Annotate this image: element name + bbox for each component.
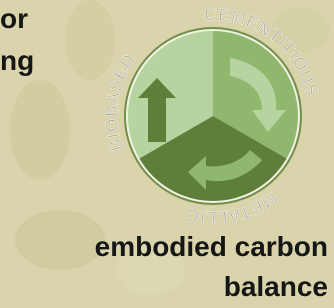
top-text: ng (0, 45, 34, 76)
caption: balance (224, 271, 328, 302)
page: {"top_text": ["or", "ng"], "ring_labels"… (0, 0, 334, 308)
caption: embodied carbon (95, 231, 328, 262)
cycle-wheel (125, 28, 301, 204)
graphic: or ng BIOBASED CEMENTITIOUS METALLIC emb… (0, 0, 334, 308)
top-text: or (0, 3, 28, 34)
